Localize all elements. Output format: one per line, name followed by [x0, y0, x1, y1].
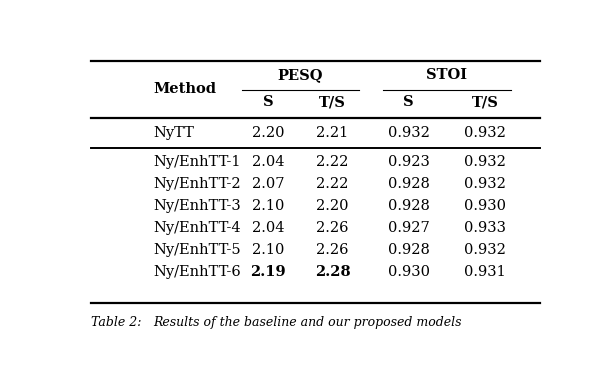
Text: 2.20: 2.20	[316, 199, 349, 213]
Text: Ny/EnhTT-3: Ny/EnhTT-3	[153, 199, 241, 213]
Text: Ny/EnhTT-4: Ny/EnhTT-4	[153, 221, 241, 235]
Text: 2.22: 2.22	[316, 155, 349, 169]
Text: 2.20: 2.20	[252, 126, 284, 140]
Text: 0.923: 0.923	[388, 155, 430, 169]
Text: 0.932: 0.932	[464, 126, 506, 140]
Text: 0.932: 0.932	[388, 126, 430, 140]
Text: Ny/EnhTT-1: Ny/EnhTT-1	[153, 155, 241, 169]
Text: 0.930: 0.930	[388, 265, 430, 279]
Text: T/S: T/S	[319, 95, 346, 110]
Text: 0.932: 0.932	[464, 177, 506, 191]
Text: 2.07: 2.07	[252, 177, 284, 191]
Text: Ny/EnhTT-6: Ny/EnhTT-6	[153, 265, 241, 279]
Text: 2.26: 2.26	[316, 243, 349, 257]
Text: 0.928: 0.928	[388, 199, 430, 213]
Text: 2.28: 2.28	[315, 265, 351, 279]
Text: STOI: STOI	[426, 68, 468, 82]
Text: Method: Method	[153, 82, 216, 96]
Text: 0.933: 0.933	[464, 221, 506, 235]
Text: 0.928: 0.928	[388, 177, 430, 191]
Text: 2.26: 2.26	[316, 221, 349, 235]
Text: 0.932: 0.932	[464, 243, 506, 257]
Text: 2.10: 2.10	[252, 243, 284, 257]
Text: 2.21: 2.21	[316, 126, 349, 140]
Text: Ny/EnhTT-2: Ny/EnhTT-2	[153, 177, 241, 191]
Text: NyTT: NyTT	[153, 126, 194, 140]
Text: 2.19: 2.19	[250, 265, 286, 279]
Text: Ny/EnhTT-5: Ny/EnhTT-5	[153, 243, 241, 257]
Text: 2.22: 2.22	[316, 177, 349, 191]
Text: PESQ: PESQ	[277, 68, 323, 82]
Text: 0.932: 0.932	[464, 155, 506, 169]
Text: 0.928: 0.928	[388, 243, 430, 257]
Text: S: S	[262, 95, 274, 110]
Text: T/S: T/S	[472, 95, 498, 110]
Text: 0.930: 0.930	[464, 199, 506, 213]
Text: Table 2:: Table 2:	[91, 316, 142, 329]
Text: 2.04: 2.04	[252, 221, 284, 235]
Text: 0.927: 0.927	[388, 221, 430, 235]
Text: S: S	[403, 95, 414, 110]
Text: 2.04: 2.04	[252, 155, 284, 169]
Text: 0.931: 0.931	[464, 265, 506, 279]
Text: 2.10: 2.10	[252, 199, 284, 213]
Text: Results of the baseline and our proposed models: Results of the baseline and our proposed…	[153, 316, 462, 329]
